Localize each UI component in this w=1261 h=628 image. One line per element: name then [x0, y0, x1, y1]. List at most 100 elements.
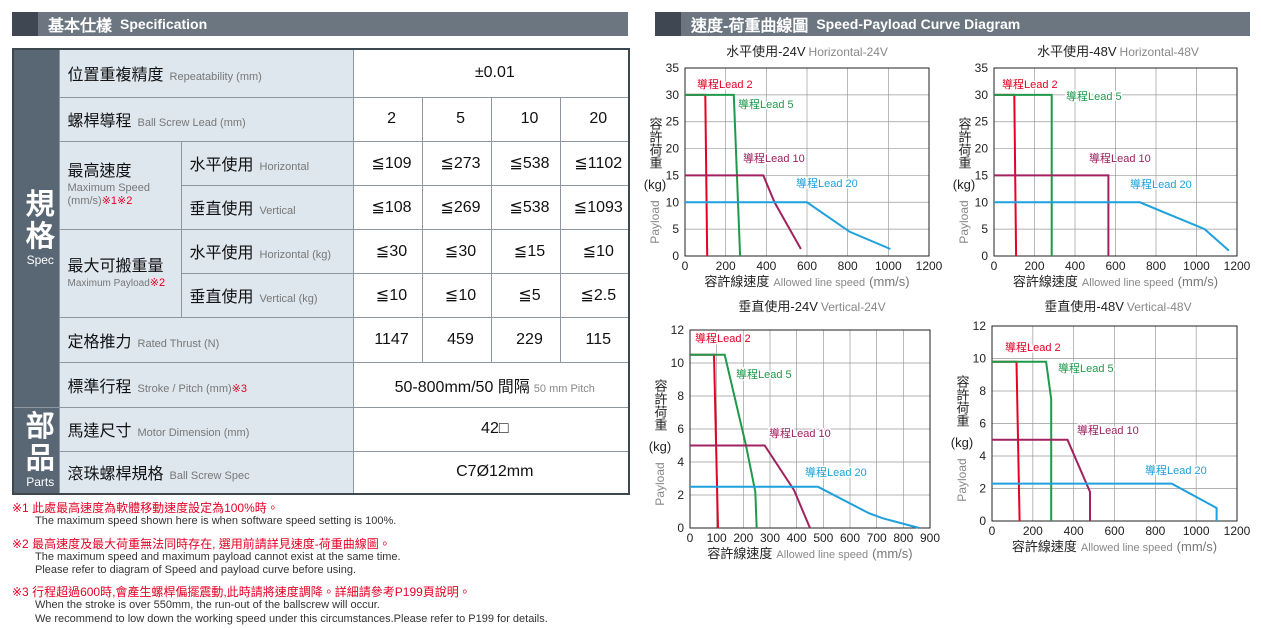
zh: 水平使用: [189, 245, 254, 262]
note: ※1※2: [101, 195, 133, 207]
series-label: 導程Lead 5: [738, 97, 794, 111]
y-tick-label: 15: [975, 168, 989, 182]
y-tick-label: 30: [975, 88, 989, 102]
tr: 螺桿導程 Ball Screw Lead (mm) 2 5 10 20: [13, 96, 630, 142]
x-axis-label: 容許線速度 Allowed line speed (mm/s): [1013, 274, 1218, 289]
subtitle: Horizontal-24V: [809, 45, 888, 59]
fe: We recommend to low down the working spe…: [35, 613, 548, 625]
y-axis-label: 容許荷重: [648, 116, 663, 169]
lab: 水平使用 Horizontal (kg): [180, 228, 354, 274]
y-tick-label: 6: [979, 417, 986, 431]
val: ≦2.5: [559, 272, 630, 318]
x-unit: (mm/s): [869, 274, 909, 289]
tbody: 規格 Spec 位置重複精度 Repeatability (mm) ±0.01 螺桿…: [12, 48, 630, 495]
series-line: [685, 201, 891, 250]
x-tick-label: 0: [682, 259, 689, 273]
val: ±0.01: [352, 48, 630, 98]
y-tick-label: 0: [981, 249, 988, 263]
series-label: 導程Lead 20: [1130, 177, 1192, 191]
x-unit: (mm/s): [1178, 274, 1218, 289]
spec-header: 基本仕樣 Specification: [12, 12, 628, 36]
series-label: 導程Lead 5: [1058, 361, 1114, 375]
x-label: 容許線速度: [704, 274, 769, 289]
lab: 水平使用 Horizontal: [180, 140, 354, 186]
title: 垂直使用-48V: [1044, 299, 1124, 314]
x-tick-label: 300: [760, 531, 780, 545]
x-tick-label: 1000: [1183, 259, 1210, 273]
x-unit: (mm/s): [1177, 539, 1217, 554]
x-tick-label: 400: [756, 259, 776, 273]
series-label: 導程Lead 20: [805, 465, 867, 479]
x-label-en: Allowed line speed: [1082, 277, 1174, 289]
zh: 螺桿導程: [67, 113, 132, 130]
y-tick-label: 35: [666, 61, 680, 75]
x-tick-label: 1200: [1224, 259, 1251, 273]
grp: 規格 Spec: [12, 48, 60, 408]
series-label: 導程Lead 10: [1077, 423, 1139, 437]
fm: ※1: [12, 501, 29, 515]
y-unit: (kg): [951, 435, 973, 450]
x-label-en: Allowed line speed: [773, 277, 865, 289]
val: ≦15: [490, 228, 561, 274]
en: Vertical (kg): [259, 293, 318, 305]
val: 20: [559, 96, 630, 142]
ge: Spec: [26, 253, 54, 268]
val: ≦269: [421, 184, 492, 230]
val: ≦273: [421, 140, 492, 186]
zhb: 最大可搬重量: [67, 257, 164, 275]
y-unit: (kg): [953, 177, 975, 192]
lab: 標準行程 Stroke / Pitch (mm)※3: [58, 361, 354, 408]
series-label: 導程Lead 2: [1002, 77, 1058, 91]
zh: 位置重複精度: [67, 67, 164, 85]
y-tick-label: 20: [666, 142, 680, 156]
series-line: [994, 174, 1110, 256]
span: 50-800mm/50 間隔: [394, 378, 530, 396]
y-unit: (kg): [644, 177, 666, 192]
series-line: [992, 438, 1091, 521]
y-tick-label: 0: [672, 249, 679, 263]
series-line: [992, 482, 1218, 521]
series-label: 導程Lead 20: [1145, 463, 1207, 477]
y-tick-label: 5: [672, 222, 679, 236]
chart-title: 水平使用-24V Horizontal-24V: [726, 44, 888, 59]
x-tick-label: 700: [867, 531, 887, 545]
en: Vertical: [259, 205, 296, 217]
y-tick-label: 10: [975, 195, 989, 209]
x-tick-label: 800: [1146, 259, 1166, 273]
x-tick-label: 400: [1065, 259, 1085, 273]
zh: 垂直使用: [189, 201, 254, 218]
y-tick-label: 25: [975, 115, 989, 129]
y-tick-label: 10: [671, 356, 685, 370]
series-line: [685, 174, 802, 250]
series-line: [992, 360, 1053, 521]
y-axis-label-en: Payload: [653, 462, 667, 505]
series-label: 導程Lead 2: [1005, 340, 1061, 354]
y-tick-label: 8: [979, 384, 986, 398]
tr: 滾珠螺桿規格 Ball Screw Spec C7Ø12mm: [13, 450, 630, 495]
fn: ※1 此處最高速度為軟體移動速度設定為100%時。: [12, 499, 279, 516]
hzh: 速度-荷重曲線圖: [691, 18, 809, 35]
val: ≦1093: [559, 184, 630, 230]
val: 115: [559, 316, 630, 363]
sm: 50 mm Pitch: [533, 382, 595, 395]
val: ≦538: [490, 184, 561, 230]
zh: 垂直使用: [189, 289, 254, 306]
ge: Parts: [26, 475, 55, 490]
x-axis-label: 容許線速度 Allowed line speed (mm/s): [1012, 539, 1217, 554]
y-tick-label: 4: [677, 455, 684, 469]
en: Ball Screw Lead (mm): [137, 117, 246, 129]
val: ≦538: [490, 140, 561, 186]
fz: 此處最高速度為軟體移動速度設定為100%時。: [32, 501, 279, 515]
chart: 水平使用-48V Horizontal-48V 0 5 10 15 20 25 30 35 0 200…: [953, 44, 1251, 289]
series-label: 導程Lead 10: [1089, 151, 1151, 165]
chart: 垂直使用-24V Vertical-24V 0 2 4 6 8 10 12 0 100 200 300 4…: [649, 299, 941, 561]
gz: 部品: [25, 411, 55, 476]
x-label-en: Allowed line speed: [776, 549, 868, 561]
val: ≦30: [421, 228, 492, 274]
y-axis-label: 容許荷重: [653, 378, 668, 431]
series-label: 導程Lead 2: [697, 77, 753, 91]
y-axis-label-en: Payload: [957, 200, 971, 243]
x-label: 容許線速度: [1013, 274, 1078, 289]
lab: 定格推力 Rated Thrust (N): [58, 316, 354, 363]
val: C7Ø12mm: [352, 450, 630, 495]
